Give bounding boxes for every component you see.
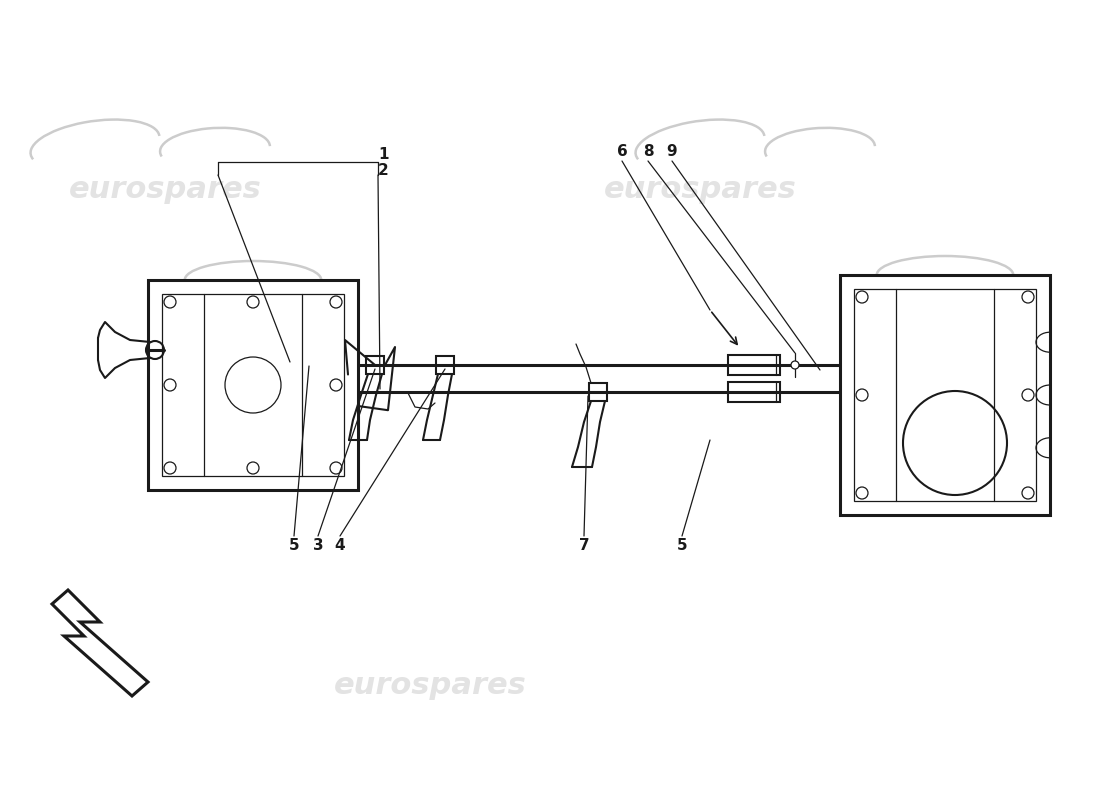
Text: 2: 2 xyxy=(378,163,388,178)
Text: 1: 1 xyxy=(378,147,388,162)
Text: eurospares: eurospares xyxy=(68,175,262,205)
Text: 9: 9 xyxy=(667,144,678,159)
Bar xyxy=(728,382,780,402)
Text: 5: 5 xyxy=(676,538,688,553)
Text: 4: 4 xyxy=(334,538,345,553)
Bar xyxy=(728,355,780,375)
Text: 8: 8 xyxy=(642,144,653,159)
Bar xyxy=(366,356,384,374)
Polygon shape xyxy=(52,590,148,696)
Bar xyxy=(148,280,358,490)
Circle shape xyxy=(791,361,799,369)
Bar xyxy=(854,289,1036,501)
Text: 7: 7 xyxy=(579,538,590,553)
Bar xyxy=(588,383,607,401)
Bar xyxy=(162,294,344,476)
Bar xyxy=(840,275,1050,515)
Text: 3: 3 xyxy=(312,538,323,553)
Bar xyxy=(436,356,454,374)
Text: eurospares: eurospares xyxy=(604,175,796,205)
Text: 6: 6 xyxy=(617,144,627,159)
Text: 5: 5 xyxy=(288,538,299,553)
Text: eurospares: eurospares xyxy=(333,670,527,699)
